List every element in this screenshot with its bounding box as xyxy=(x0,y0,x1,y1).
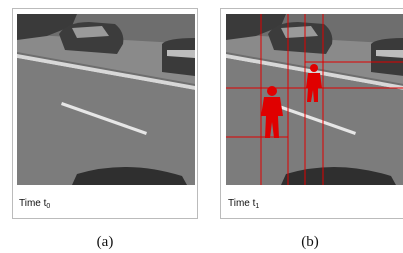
page: Time t0 (a) Time t1 xyxy=(0,0,403,253)
photo xyxy=(226,14,403,185)
panel-a: Time t0 (a) xyxy=(13,9,198,251)
caption-subscript: 1 xyxy=(255,203,259,210)
caption: Time t0 xyxy=(19,198,50,210)
figure: Time t0 (a) Time t1 xyxy=(0,0,403,253)
caption: Time t1 xyxy=(228,198,259,210)
caption-subscript: 0 xyxy=(46,203,50,210)
panel-label: (a) xyxy=(97,234,114,250)
caption-text: Time t xyxy=(228,198,256,209)
photo xyxy=(17,14,195,185)
caption-text: Time t xyxy=(19,198,47,209)
panel-b: Time t1 (b) xyxy=(221,9,403,251)
panel-label: (b) xyxy=(301,234,319,250)
